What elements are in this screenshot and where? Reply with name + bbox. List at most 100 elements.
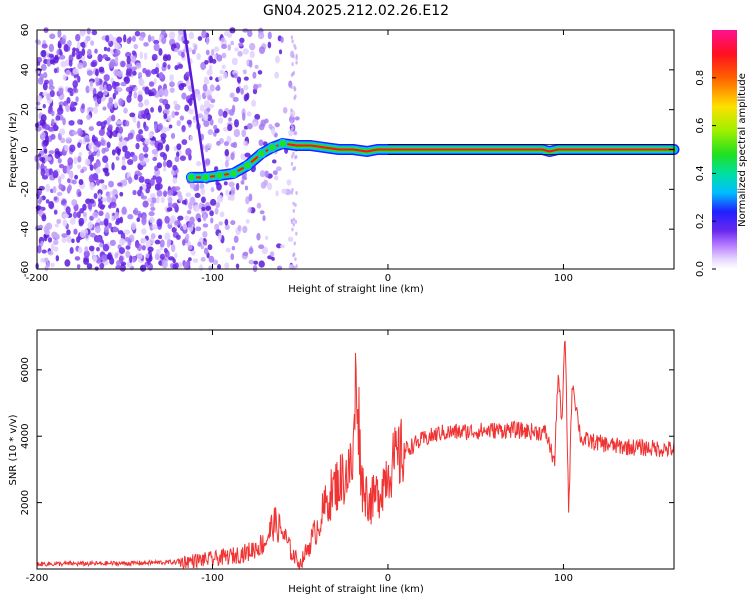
noise-speckle — [60, 137, 66, 144]
noise-speckle — [295, 56, 298, 61]
noise-speckle — [243, 76, 249, 81]
noise-speckle — [189, 134, 194, 141]
noise-speckle — [43, 233, 48, 242]
noise-speckle — [43, 148, 48, 154]
colorbar-tick-label: 0.2 — [695, 213, 706, 229]
noise-speckle — [121, 139, 127, 146]
noise-speckle — [143, 42, 149, 47]
noise-speckle — [189, 181, 196, 189]
noise-speckle — [168, 31, 176, 40]
noise-speckle — [154, 253, 160, 261]
noise-speckle — [98, 193, 102, 199]
ridge-node — [228, 168, 239, 179]
noise-speckle — [207, 244, 213, 251]
noise-speckle — [71, 238, 75, 244]
noise-speckle — [35, 69, 41, 75]
noise-speckle — [177, 63, 184, 69]
noise-speckle — [181, 139, 188, 145]
noise-speckle — [200, 187, 206, 195]
noise-speckle — [295, 231, 298, 236]
noise-speckle — [252, 71, 257, 79]
noise-speckle — [176, 143, 182, 151]
noise-speckle — [118, 126, 124, 134]
noise-speckle — [267, 31, 272, 40]
noise-speckle — [211, 58, 217, 64]
noise-speckle — [188, 31, 195, 40]
noise-speckle — [86, 27, 91, 35]
noise-speckle — [172, 263, 177, 270]
noise-speckle — [239, 37, 245, 44]
noise-speckle — [230, 253, 235, 261]
noise-speckle — [240, 180, 245, 185]
noise-speckle — [150, 233, 156, 240]
noise-speckle — [164, 103, 171, 110]
noise-speckle — [157, 123, 163, 131]
noise-speckle — [197, 241, 202, 247]
noise-speckle — [100, 139, 106, 146]
noise-speckle — [59, 128, 66, 136]
snr-panel: -200 -100 0 100 2000 4000 6000 Height of stra… — [8, 329, 675, 595]
noise-speckle — [203, 113, 209, 121]
noise-speckle — [68, 120, 75, 126]
noise-speckle — [116, 36, 123, 44]
noise-speckle — [258, 123, 265, 131]
noise-speckle — [171, 110, 176, 119]
noise-speckle — [137, 172, 143, 177]
ridge-node — [267, 142, 277, 153]
noise-speckle — [119, 191, 124, 197]
noise-speckle — [69, 246, 74, 255]
noise-speckle — [295, 264, 298, 269]
noise-speckle — [206, 107, 211, 112]
noise-speckle — [114, 211, 120, 220]
noise-speckle — [294, 94, 297, 99]
noise-speckle — [94, 140, 102, 147]
noise-speckle — [217, 117, 224, 124]
noise-speckle — [147, 259, 151, 266]
noise-speckle — [117, 182, 123, 187]
noise-speckle — [55, 115, 61, 121]
noise-speckle — [248, 259, 255, 265]
noise-speckle — [85, 35, 91, 42]
noise-speckle — [60, 173, 65, 180]
noise-speckle — [131, 35, 136, 42]
noise-speckle — [167, 114, 172, 122]
noise-speckle — [149, 140, 156, 146]
snr-y-ticks: 2000 4000 6000 — [20, 357, 674, 515]
spectrogram-y-tick-label: 0 — [20, 146, 31, 152]
noise-speckle — [274, 71, 280, 79]
noise-speckle — [258, 46, 266, 54]
noise-speckle — [46, 93, 51, 101]
noise-speckle — [174, 219, 181, 226]
noise-speckle — [168, 197, 173, 203]
noise-speckle — [86, 263, 93, 270]
noise-speckle — [229, 193, 235, 201]
snr-y-label: SNR (10 * v/v) — [8, 414, 19, 485]
noise-speckle — [139, 31, 146, 39]
noise-speckle — [178, 194, 183, 203]
noise-speckle — [174, 65, 179, 71]
noise-speckle — [138, 135, 142, 140]
noise-speckle — [66, 138, 71, 144]
noise-speckle — [197, 113, 204, 119]
noise-speckle — [292, 217, 296, 222]
noise-speckle — [206, 69, 213, 76]
noise-speckle — [111, 162, 115, 171]
noise-speckle — [145, 187, 150, 194]
noise-speckle — [163, 113, 168, 119]
noise-speckle — [66, 235, 72, 243]
noise-speckle — [127, 158, 134, 166]
noise-speckle — [88, 174, 95, 183]
noise-speckle — [293, 43, 296, 48]
noise-speckle — [205, 49, 210, 56]
noise-speckle — [103, 120, 108, 125]
noise-speckle — [88, 143, 93, 151]
noise-speckle — [156, 189, 163, 197]
noise-speckle — [65, 69, 71, 76]
noise-speckle — [154, 67, 160, 74]
noise-speckle — [58, 87, 64, 96]
noise-speckle — [258, 244, 265, 250]
noise-speckle — [294, 219, 298, 224]
noise-speckle — [106, 194, 112, 203]
noise-speckle — [248, 59, 253, 68]
noise-speckle — [167, 238, 172, 246]
